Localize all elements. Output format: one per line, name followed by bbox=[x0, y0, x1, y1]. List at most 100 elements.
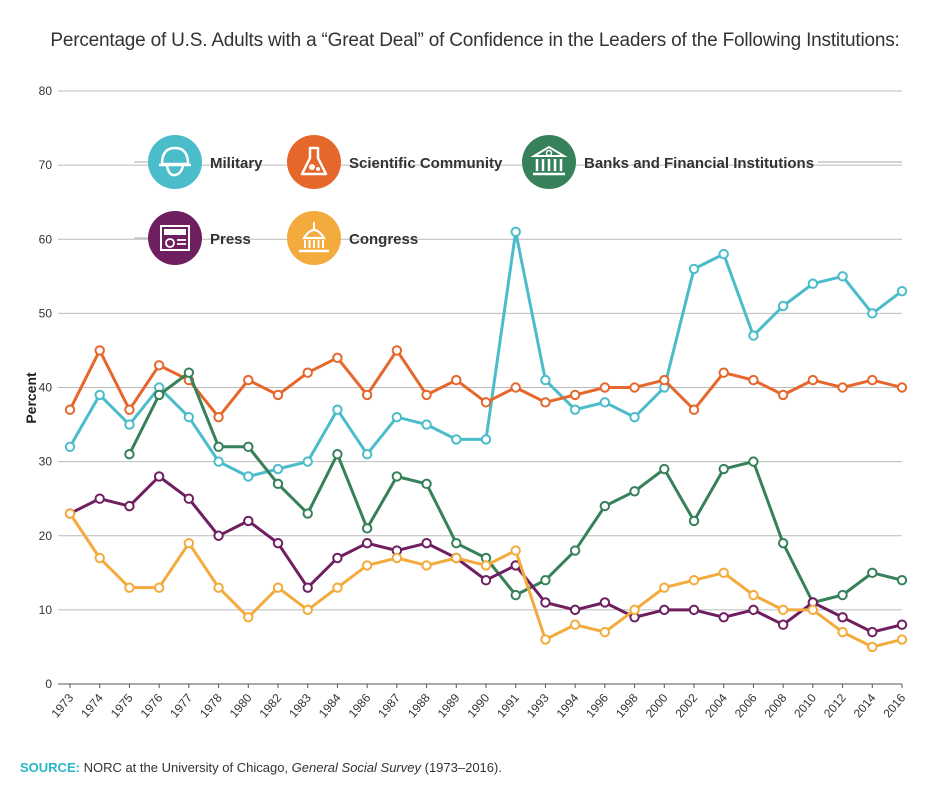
data-point bbox=[272, 582, 284, 593]
x-tick-label: 1974 bbox=[78, 691, 106, 721]
data-point bbox=[361, 560, 373, 571]
data-point bbox=[569, 619, 581, 630]
data-point bbox=[124, 404, 135, 415]
data-point bbox=[777, 537, 789, 549]
capitol-icon bbox=[299, 222, 329, 253]
data-point bbox=[837, 382, 848, 393]
data-point bbox=[183, 367, 195, 378]
series-scientific-community bbox=[64, 345, 908, 423]
x-tick-label: 1983 bbox=[286, 691, 314, 721]
data-point bbox=[688, 515, 700, 527]
data-point bbox=[748, 589, 759, 601]
x-tick-label: 1975 bbox=[108, 691, 136, 721]
legend-badge bbox=[148, 135, 202, 189]
data-point bbox=[421, 419, 432, 430]
data-point bbox=[867, 626, 878, 638]
x-tick-label: 1978 bbox=[197, 691, 225, 721]
x-tick-label: 1993 bbox=[524, 691, 552, 721]
y-tick-label: 0 bbox=[45, 677, 52, 691]
series-congress bbox=[64, 508, 908, 653]
data-point bbox=[243, 441, 254, 452]
data-point bbox=[540, 374, 551, 386]
x-tick-label: 2008 bbox=[762, 691, 790, 721]
data-point bbox=[421, 537, 432, 549]
data-point bbox=[540, 597, 551, 608]
y-tick-label: 60 bbox=[39, 232, 53, 246]
data-point bbox=[153, 389, 165, 401]
data-point bbox=[569, 545, 581, 556]
series-banks-and-financial-institutions bbox=[124, 367, 908, 608]
data-point bbox=[183, 411, 195, 423]
data-point bbox=[807, 374, 819, 386]
data-point bbox=[124, 449, 135, 460]
x-tick-label: 1989 bbox=[435, 691, 463, 721]
data-point bbox=[718, 367, 729, 378]
data-point bbox=[480, 575, 492, 586]
data-point bbox=[807, 278, 819, 289]
y-tick-label: 20 bbox=[39, 529, 53, 543]
y-tick-labels: 0 10 20 30 40 50 60 70 80 bbox=[39, 84, 53, 691]
data-point bbox=[629, 486, 640, 497]
source-publication: General Social Survey bbox=[291, 760, 421, 775]
data-point bbox=[391, 552, 403, 564]
data-point bbox=[748, 330, 759, 341]
data-point bbox=[659, 582, 670, 593]
data-point bbox=[480, 434, 492, 445]
data-point bbox=[302, 508, 313, 519]
data-point bbox=[629, 382, 640, 393]
x-tick-label: 2004 bbox=[702, 691, 730, 721]
data-point bbox=[421, 560, 432, 571]
data-point bbox=[540, 575, 551, 586]
x-tick-label: 1973 bbox=[48, 691, 76, 721]
x-tick-label: 1996 bbox=[583, 691, 611, 721]
data-point bbox=[213, 411, 224, 423]
data-point bbox=[599, 500, 611, 512]
x-tick-label: 1994 bbox=[554, 691, 582, 721]
data-point bbox=[94, 552, 105, 564]
y-tick-label: 10 bbox=[39, 603, 53, 617]
data-point bbox=[332, 352, 343, 364]
data-point bbox=[837, 626, 848, 638]
data-point bbox=[688, 263, 700, 275]
data-point bbox=[540, 634, 551, 645]
y-tick-label: 30 bbox=[39, 455, 53, 469]
data-point bbox=[540, 397, 551, 408]
data-point bbox=[213, 456, 224, 467]
chart-title: Percentage of U.S. Adults with a “Great … bbox=[50, 30, 900, 51]
legend-label: Press bbox=[210, 231, 251, 248]
data-point bbox=[480, 560, 492, 571]
data-point bbox=[569, 389, 581, 401]
x-tick-label: 1998 bbox=[613, 691, 641, 721]
legend-item-scientific-community: Scientific Community bbox=[287, 135, 503, 189]
legend-label: Scientific Community bbox=[349, 155, 503, 172]
legend-label: Banks and Financial Institutions bbox=[584, 155, 814, 172]
data-point bbox=[718, 463, 729, 475]
data-point bbox=[837, 271, 848, 282]
data-point bbox=[599, 626, 611, 638]
newspaper-icon bbox=[160, 225, 190, 251]
legend-label: Congress bbox=[349, 231, 418, 248]
data-point bbox=[659, 604, 670, 616]
data-point bbox=[243, 374, 254, 386]
data-point bbox=[361, 523, 373, 534]
data-point bbox=[837, 589, 848, 601]
data-point bbox=[64, 441, 76, 452]
gridlines bbox=[58, 90, 903, 688]
x-tick-label: 2012 bbox=[821, 691, 849, 721]
data-point bbox=[213, 582, 224, 593]
data-point bbox=[867, 567, 878, 579]
legend-badge bbox=[148, 211, 202, 265]
y-axis-label: Percent bbox=[23, 372, 39, 424]
x-tick-label: 2014 bbox=[851, 691, 879, 721]
data-point bbox=[213, 441, 224, 452]
x-tick-label: 1991 bbox=[494, 691, 522, 721]
x-tick-label: 2000 bbox=[643, 691, 671, 721]
data-point bbox=[896, 634, 908, 645]
data-point bbox=[451, 552, 462, 564]
x-tick-label: 2006 bbox=[732, 691, 760, 721]
y-tick-label: 80 bbox=[39, 84, 53, 98]
source-years: (1973–2016). bbox=[421, 760, 502, 775]
x-tick-label: 2010 bbox=[791, 691, 819, 721]
y-tick-label: 70 bbox=[39, 158, 53, 172]
